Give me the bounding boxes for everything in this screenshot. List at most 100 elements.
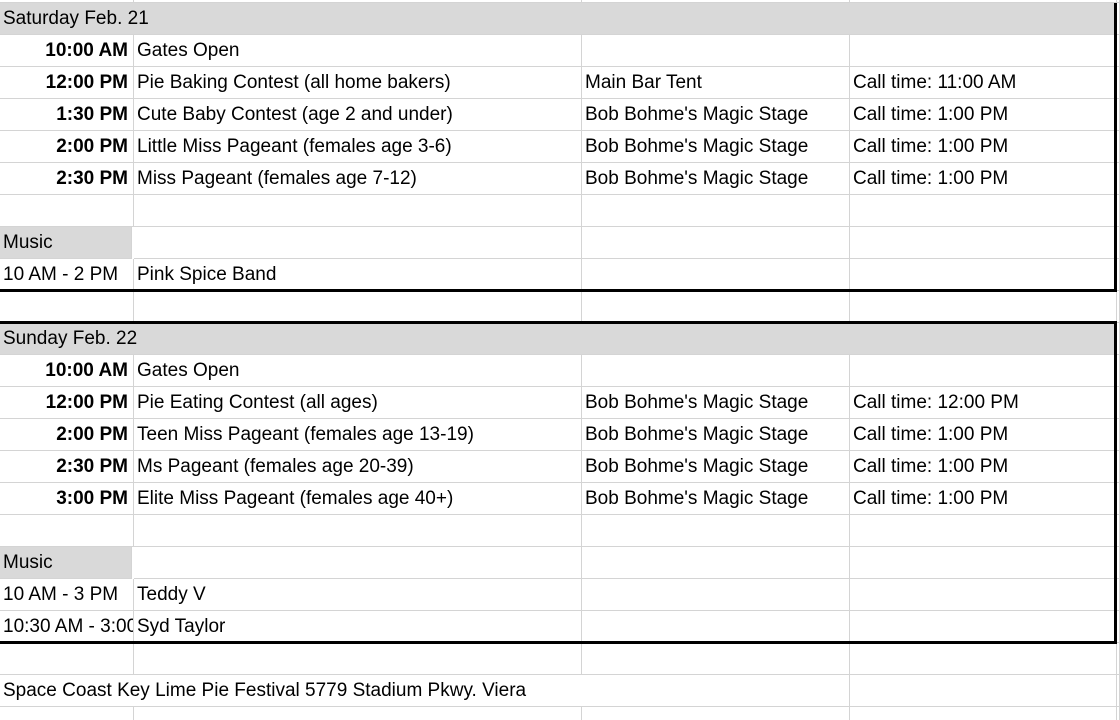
footer-cell[interactable]: Space Coast Key Lime Pie Festival 5779 S…: [0, 675, 850, 707]
empty-cell[interactable]: [850, 195, 1117, 227]
music-label-cell[interactable]: Music: [0, 227, 132, 259]
event-cell[interactable]: Little Miss Pageant (females age 3-6): [134, 131, 582, 163]
event-row: 2:30 PM Miss Pageant (females age 7-12) Bo…: [0, 163, 1120, 195]
day-header-row: Sunday Feb. 22: [0, 323, 1120, 355]
empty-cell[interactable]: [850, 291, 1117, 323]
event-cell[interactable]: Gates Open: [134, 355, 582, 387]
music-time-cell[interactable]: 10 AM - 3 PM: [0, 579, 134, 611]
event-cell[interactable]: Pie Eating Contest (all ages): [134, 387, 582, 419]
time-cell[interactable]: 10:00 AM: [0, 35, 134, 67]
empty-cell[interactable]: [0, 515, 134, 547]
call-time-cell[interactable]: [850, 35, 1117, 67]
empty-cell[interactable]: [850, 547, 1117, 579]
call-time-cell[interactable]: Call time: 1:00 PM: [850, 419, 1117, 451]
event-cell[interactable]: Elite Miss Pageant (females age 40+): [134, 483, 582, 515]
empty-cell[interactable]: [134, 643, 582, 675]
empty-cell[interactable]: [850, 643, 1117, 675]
empty-cell[interactable]: [582, 643, 850, 675]
day-header-row: Saturday Feb. 21: [0, 3, 1120, 35]
empty-cell[interactable]: [850, 611, 1117, 643]
empty-row: [0, 707, 1120, 720]
music-time-cell[interactable]: 10:30 AM - 3:00 PM: [0, 611, 134, 643]
call-time-cell[interactable]: Call time: 12:00 PM: [850, 387, 1117, 419]
music-act-cell[interactable]: Syd Taylor: [134, 611, 582, 643]
empty-cell[interactable]: [850, 259, 1117, 291]
music-act-cell[interactable]: Teddy V: [134, 579, 582, 611]
music-row: 10 AM - 3 PM Teddy V: [0, 579, 1120, 611]
event-cell[interactable]: Gates Open: [134, 35, 582, 67]
day-header-cell[interactable]: Saturday Feb. 21: [0, 3, 1115, 35]
time-cell[interactable]: 1:30 PM: [0, 99, 134, 131]
event-cell[interactable]: Ms Pageant (females age 20-39): [134, 451, 582, 483]
location-cell[interactable]: Bob Bohme's Magic Stage: [582, 387, 850, 419]
time-cell[interactable]: 2:00 PM: [0, 419, 134, 451]
music-header-row: Music: [0, 547, 1120, 579]
location-cell[interactable]: [582, 355, 850, 387]
empty-cell[interactable]: [134, 291, 582, 323]
location-cell[interactable]: Bob Bohme's Magic Stage: [582, 451, 850, 483]
empty-cell[interactable]: [134, 515, 582, 547]
location-cell[interactable]: Bob Bohme's Magic Stage: [582, 163, 850, 195]
empty-row: [0, 0, 1120, 3]
empty-cell[interactable]: [134, 227, 582, 259]
location-cell[interactable]: Main Bar Tent: [582, 67, 850, 99]
location-cell[interactable]: Bob Bohme's Magic Stage: [582, 483, 850, 515]
empty-cell[interactable]: [0, 0, 134, 3]
time-cell[interactable]: 12:00 PM: [0, 387, 134, 419]
empty-cell[interactable]: [582, 547, 850, 579]
empty-cell[interactable]: [582, 579, 850, 611]
sunday-border-right: [1114, 321, 1117, 642]
time-cell[interactable]: 12:00 PM: [0, 67, 134, 99]
saturday-border-right: [1114, 3, 1117, 292]
empty-cell[interactable]: [850, 579, 1117, 611]
empty-cell[interactable]: [582, 259, 850, 291]
music-time-cell[interactable]: 10 AM - 2 PM: [0, 259, 134, 291]
empty-cell[interactable]: [582, 611, 850, 643]
empty-cell[interactable]: [582, 515, 850, 547]
empty-cell[interactable]: [134, 707, 582, 720]
empty-cell[interactable]: [582, 0, 850, 3]
empty-cell[interactable]: [850, 0, 1117, 3]
empty-cell[interactable]: [582, 707, 850, 720]
empty-cell[interactable]: [582, 291, 850, 323]
location-cell[interactable]: Bob Bohme's Magic Stage: [582, 99, 850, 131]
event-cell[interactable]: Teen Miss Pageant (females age 13-19): [134, 419, 582, 451]
location-cell[interactable]: [582, 35, 850, 67]
call-time-cell[interactable]: [850, 355, 1117, 387]
music-act-cell[interactable]: Pink Spice Band: [134, 259, 582, 291]
empty-cell[interactable]: [0, 291, 134, 323]
time-cell[interactable]: 10:00 AM: [0, 355, 134, 387]
call-time-cell[interactable]: Call time: 1:00 PM: [850, 451, 1117, 483]
time-cell[interactable]: 2:30 PM: [0, 163, 134, 195]
call-time-cell[interactable]: Call time: 1:00 PM: [850, 483, 1117, 515]
empty-cell[interactable]: [0, 195, 134, 227]
event-cell[interactable]: Miss Pageant (females age 7-12): [134, 163, 582, 195]
call-time-cell[interactable]: Call time: 1:00 PM: [850, 99, 1117, 131]
empty-cell[interactable]: [134, 547, 582, 579]
empty-cell[interactable]: [0, 643, 134, 675]
call-time-cell[interactable]: Call time: 1:00 PM: [850, 131, 1117, 163]
call-time-cell[interactable]: Call time: 1:00 PM: [850, 163, 1117, 195]
event-row: 10:00 AM Gates Open: [0, 355, 1120, 387]
empty-cell[interactable]: [850, 515, 1117, 547]
day-header-cell[interactable]: Sunday Feb. 22: [0, 323, 1115, 355]
location-cell[interactable]: Bob Bohme's Magic Stage: [582, 419, 850, 451]
empty-cell[interactable]: [582, 195, 850, 227]
time-cell[interactable]: 2:00 PM: [0, 131, 134, 163]
music-label-cell[interactable]: Music: [0, 547, 132, 579]
time-cell[interactable]: 2:30 PM: [0, 451, 134, 483]
time-cell[interactable]: 3:00 PM: [0, 483, 134, 515]
event-cell[interactable]: Cute Baby Contest (age 2 and under): [134, 99, 582, 131]
event-row: 1:30 PM Cute Baby Contest (age 2 and unde…: [0, 99, 1120, 131]
empty-cell[interactable]: [134, 0, 582, 3]
empty-cell[interactable]: [0, 707, 134, 720]
empty-cell[interactable]: [850, 707, 1117, 720]
saturday-border-bottom: [0, 289, 1117, 292]
empty-cell[interactable]: [850, 675, 1117, 707]
empty-cell[interactable]: [850, 227, 1117, 259]
empty-cell[interactable]: [134, 195, 582, 227]
empty-cell[interactable]: [582, 227, 850, 259]
location-cell[interactable]: Bob Bohme's Magic Stage: [582, 131, 850, 163]
event-cell[interactable]: Pie Baking Contest (all home bakers): [134, 67, 582, 99]
call-time-cell[interactable]: Call time: 11:00 AM: [850, 67, 1117, 99]
